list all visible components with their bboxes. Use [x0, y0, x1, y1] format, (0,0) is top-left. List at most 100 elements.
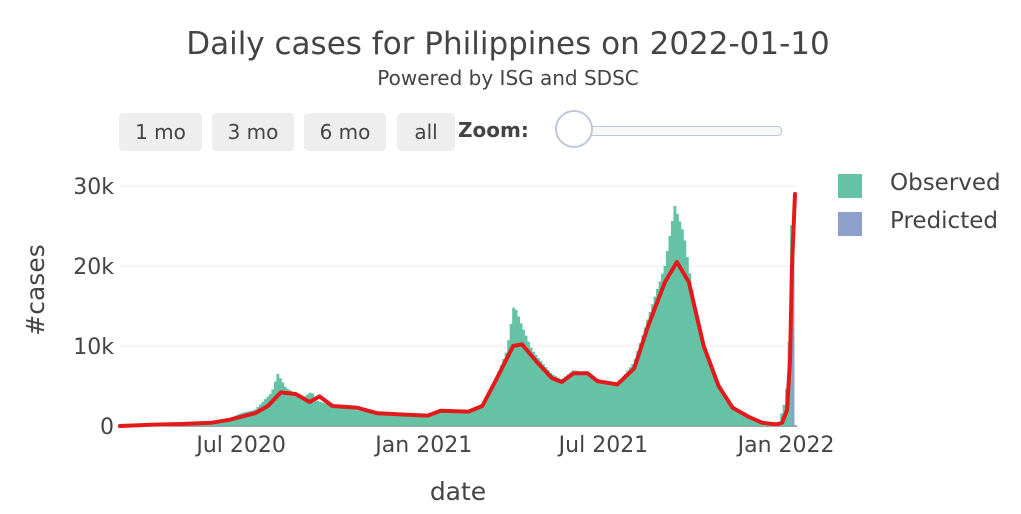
bar [465, 411, 468, 426]
bar [422, 416, 426, 426]
bar [561, 378, 565, 426]
bar [368, 412, 372, 426]
bar [499, 365, 503, 426]
bar [556, 377, 560, 426]
bar [579, 372, 583, 426]
bar [641, 335, 645, 426]
gridlines [120, 185, 797, 427]
bar [236, 414, 240, 426]
bar [318, 401, 322, 426]
range-button-all[interactable]: all [397, 113, 455, 151]
bar [378, 413, 382, 426]
bar [162, 423, 166, 426]
bar [266, 396, 270, 426]
bar [628, 367, 632, 426]
legend-label-predicted: Predicted [890, 208, 998, 234]
bar [271, 389, 275, 426]
bar [296, 394, 300, 426]
range-button-3mo[interactable]: 3 mo [212, 113, 294, 151]
bar [142, 424, 146, 426]
x-axis-label: date [430, 477, 486, 506]
range-button-6mo[interactable]: 6 mo [304, 113, 386, 151]
zoom-slider-track[interactable] [570, 126, 782, 136]
bar [385, 413, 389, 426]
bar [383, 413, 386, 426]
bar [479, 404, 483, 426]
bar [268, 393, 272, 426]
bar [241, 412, 245, 426]
range-button-1mo[interactable]: 1 mo [119, 113, 202, 151]
bar [601, 380, 605, 426]
bar [370, 412, 374, 426]
bar [184, 423, 188, 426]
chart-title: Daily cases for Philippines on 2022-01-1… [186, 26, 830, 62]
bar [524, 335, 528, 426]
y-axis-label: #cases [21, 244, 50, 335]
bar [790, 225, 793, 426]
bar [256, 406, 260, 426]
bar [196, 423, 200, 426]
zoom-slider-thumb[interactable] [555, 110, 593, 148]
bar [767, 422, 771, 426]
legend-swatch-observed [838, 174, 862, 198]
bar [149, 423, 153, 426]
bar [254, 409, 257, 426]
bar [365, 412, 369, 426]
bar [603, 381, 607, 426]
y-tick-label: 10k [73, 335, 114, 360]
bar [747, 416, 751, 426]
legend-swatch-predicted [838, 212, 862, 236]
bar [430, 413, 434, 426]
bar [229, 417, 233, 426]
bar [293, 393, 297, 426]
bar [487, 391, 491, 426]
bar [435, 411, 439, 426]
bar [772, 422, 776, 426]
bar [698, 326, 702, 426]
bar [316, 400, 319, 426]
bar [345, 407, 349, 426]
bar [666, 251, 669, 426]
bar [787, 342, 791, 426]
bar [678, 221, 682, 426]
bar [224, 420, 228, 426]
bar [594, 377, 597, 426]
bar [298, 396, 302, 426]
bar [489, 387, 493, 426]
bar [745, 415, 749, 426]
bar [199, 423, 203, 426]
bar [564, 376, 568, 426]
bar [477, 405, 481, 426]
bar [442, 411, 446, 426]
chart-subtitle: Powered by ISG and SDSC [377, 66, 639, 90]
bar [251, 410, 255, 426]
bar [683, 240, 687, 426]
bar [740, 412, 744, 426]
bar [509, 323, 513, 426]
y-tick-label: 20k [73, 255, 114, 280]
bar [606, 382, 610, 426]
bar [179, 423, 183, 426]
bar [775, 422, 779, 426]
bar [618, 380, 622, 426]
bar [460, 411, 463, 426]
bar [791, 258, 795, 426]
bar [393, 414, 396, 426]
bar [263, 399, 267, 426]
bar [343, 407, 347, 426]
bar [599, 379, 602, 426]
bar [633, 358, 637, 426]
bar [350, 409, 354, 426]
bar [782, 404, 786, 426]
bar [353, 409, 357, 426]
bar [762, 421, 766, 426]
bar [541, 364, 545, 426]
bar [777, 422, 781, 426]
bar [134, 425, 138, 426]
bar [703, 346, 707, 426]
bar [363, 411, 367, 426]
bar [333, 406, 337, 426]
bar [137, 425, 141, 426]
bar [688, 273, 692, 426]
bar [648, 311, 652, 426]
